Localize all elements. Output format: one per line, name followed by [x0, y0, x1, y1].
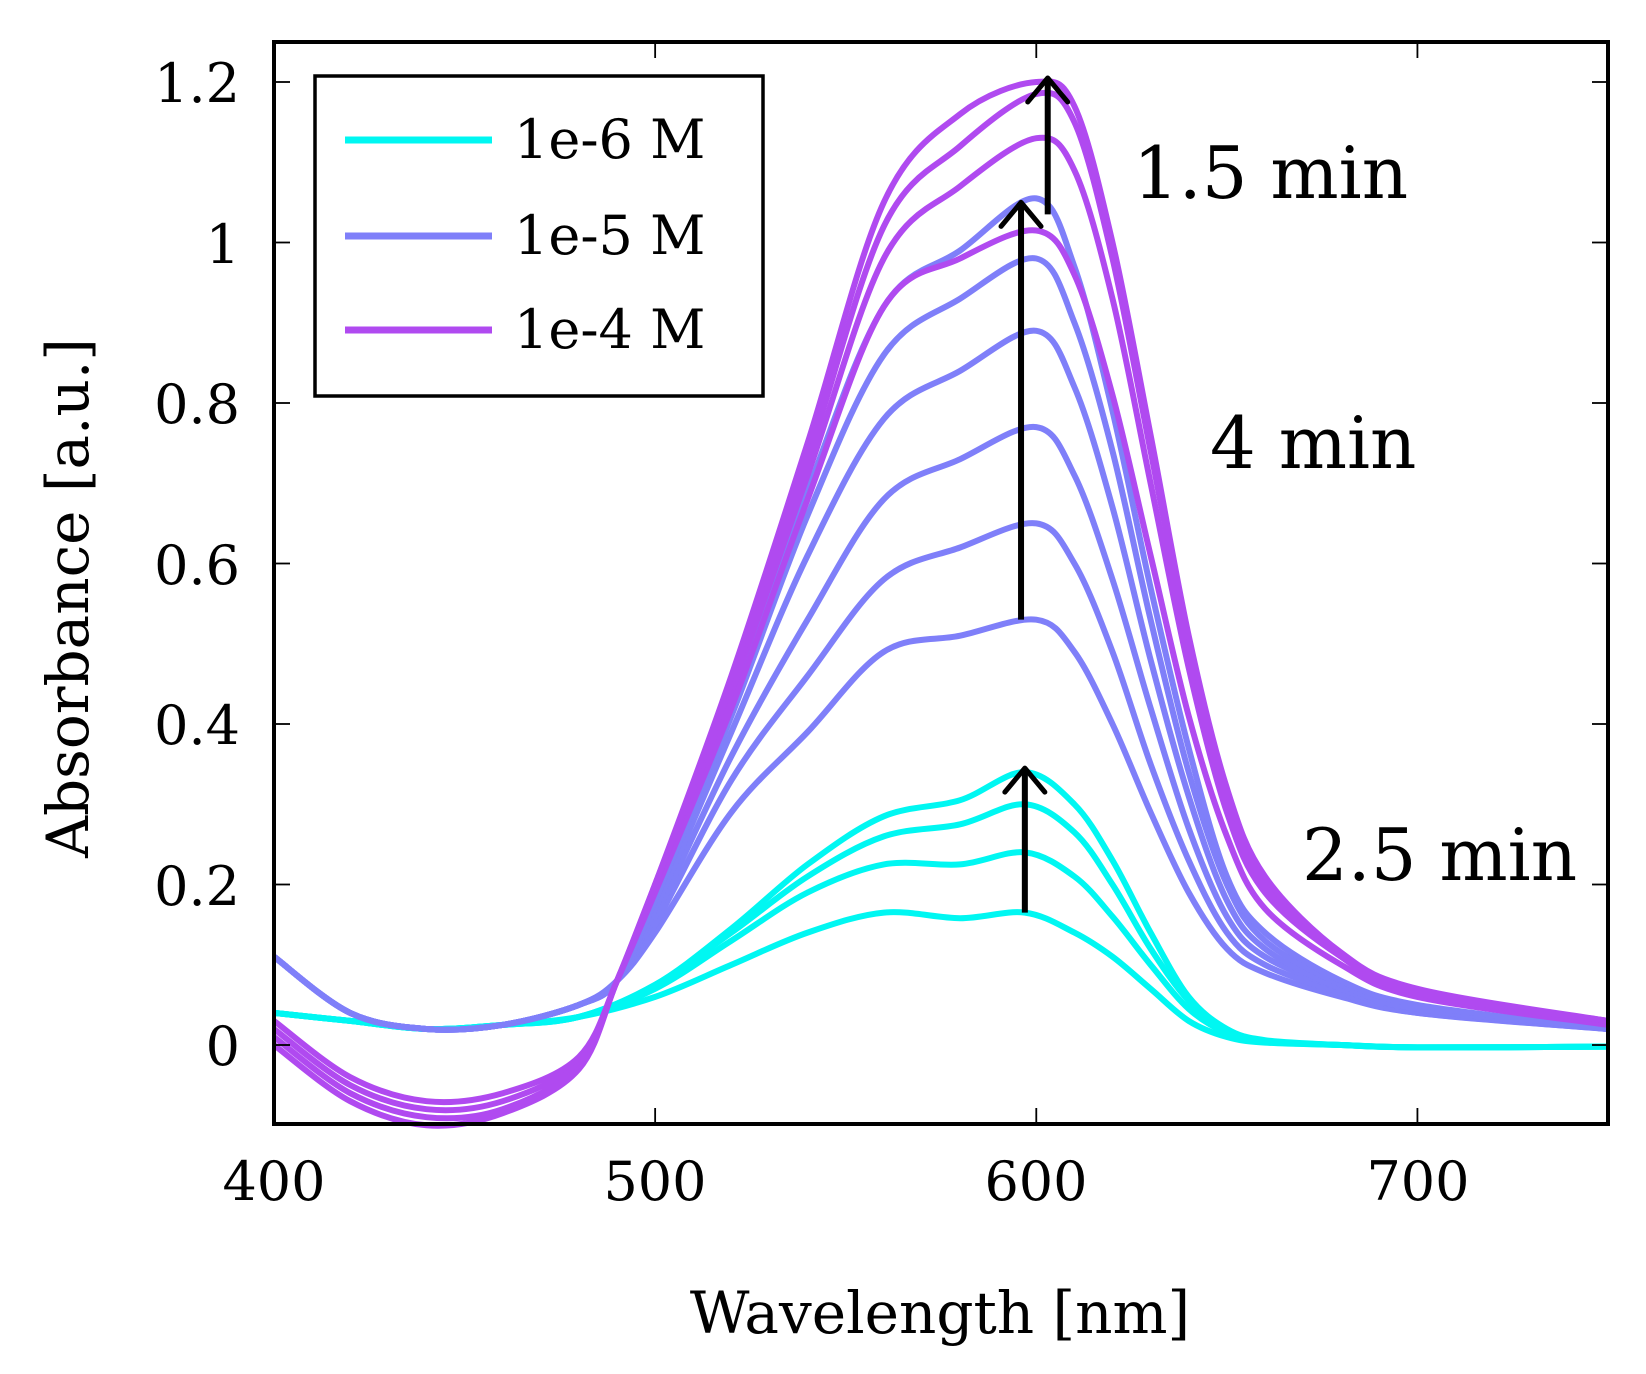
annotation-4-min: 4 min: [1210, 401, 1416, 485]
series-line-5: [272, 520, 1609, 1033]
series-layer: [272, 78, 1609, 1129]
x-tick-label: 500: [603, 1150, 706, 1213]
arrow-0: [1002, 765, 1048, 913]
y-tick-label: 1: [206, 213, 240, 276]
x-tick-label: 600: [984, 1150, 1087, 1213]
y-tick-label: 0.6: [154, 534, 240, 597]
y-tick-label: 0.4: [154, 694, 240, 757]
series-line-13: [272, 78, 1609, 1106]
y-tick-label: 0.8: [154, 373, 240, 436]
x-axis-title: Wavelength [nm]: [690, 1279, 1190, 1347]
legend-label: 1e-6 M: [514, 108, 705, 171]
legend: 1e-6 M 1e-5 M 1e-4 M: [313, 74, 765, 398]
annotation-1-5-min: 1.5 min: [1133, 131, 1408, 215]
annotation-2-5-min: 2.5 min: [1302, 813, 1577, 897]
y-tick-label: 1.2: [154, 52, 240, 115]
x-tick-label: 400: [222, 1150, 325, 1213]
arrow-2: [1025, 75, 1071, 215]
arrow-1: [998, 199, 1044, 620]
y-axis-title: Absorbance [a.u.]: [34, 338, 102, 859]
series-line-6: [272, 424, 1609, 1033]
arrow-layer: [998, 75, 1071, 913]
y-tick-label: 0: [206, 1015, 240, 1078]
legend-label: 1e-4 M: [514, 298, 705, 361]
series-line-9: [272, 195, 1609, 1033]
tick-layer: [273, 42, 1608, 1124]
legend-label: 1e-5 M: [514, 204, 705, 267]
plot-frame: [272, 40, 1610, 1126]
series-line-10: [272, 227, 1609, 1129]
y-tick-label: 0.2: [154, 855, 240, 918]
x-tick-label: 700: [1366, 1150, 1469, 1213]
